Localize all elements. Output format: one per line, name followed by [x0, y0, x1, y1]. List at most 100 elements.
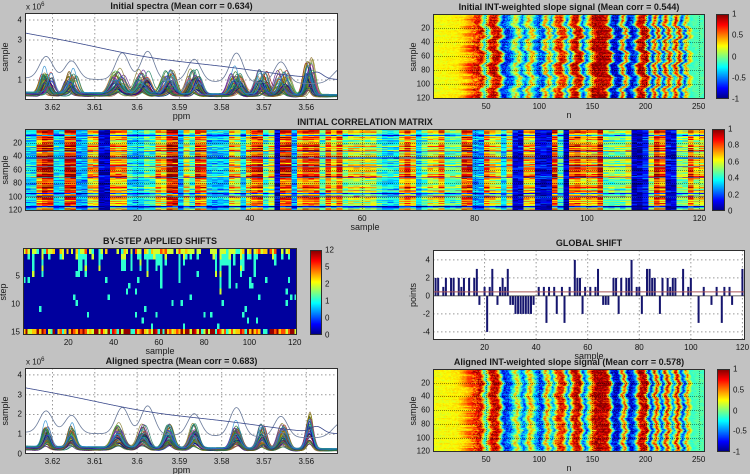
- y-tick-label: 4: [17, 15, 22, 25]
- x-tick-label: 100: [532, 455, 546, 464]
- y-tick-label: 15: [11, 327, 20, 337]
- y-tick-label: 80: [13, 178, 22, 188]
- x-tick-label: 40: [109, 338, 119, 347]
- x-tick-label: 3.6: [131, 457, 143, 466]
- x-tick-label: 3.62: [44, 457, 61, 466]
- colorbar-tick-label: 0: [732, 52, 737, 61]
- x-tick-label: 250: [691, 455, 706, 464]
- colorbar-tick-label: 0: [733, 406, 738, 415]
- y-tick-label: 20: [421, 23, 430, 33]
- global-shift-ylabel: points: [408, 282, 418, 308]
- aligned-slope-ylabel: sample: [408, 395, 418, 426]
- aligned-spectra-exponent: x 106: [26, 357, 44, 367]
- y-tick-label: 120: [8, 205, 22, 215]
- y-tick-label: 100: [416, 433, 430, 443]
- y-tick-label: 3: [17, 390, 22, 400]
- x-tick-label: 100: [242, 338, 257, 347]
- by-step-shifts-ylabel: step: [0, 282, 8, 301]
- x-tick-label: 80: [634, 343, 644, 352]
- y-tick-label: 1: [17, 429, 22, 439]
- y-tick-label: 60: [421, 405, 430, 415]
- initial-spectra-plot: [25, 13, 338, 100]
- initial-slope-title: Initial INT-weighted slope signal (Mean …: [458, 2, 680, 12]
- x-tick-label: 80: [199, 338, 209, 347]
- y-tick-label: 60: [13, 165, 22, 175]
- colorbar-tick-label: 0.5: [733, 385, 745, 395]
- colorbar-tick-label: -0.5: [732, 73, 746, 83]
- y-tick-label: 2: [17, 409, 22, 419]
- initial-slope-ylabel: sample: [408, 41, 418, 72]
- y-tick-label: 100: [8, 192, 22, 202]
- y-tick-label: 20: [421, 378, 430, 388]
- y-tick-label: 100: [416, 79, 430, 89]
- aligned-spectra-plot: [25, 368, 338, 454]
- y-tick-label: 2: [425, 273, 430, 283]
- y-tick-label: 40: [421, 37, 430, 47]
- x-tick-label: 3.57: [256, 103, 272, 112]
- aligned-spectra-ylabel: sample: [0, 396, 10, 426]
- colorbar-tick-label: 0: [325, 330, 330, 340]
- x-tick-label: 100: [580, 214, 594, 223]
- y-tick-label: 10: [11, 299, 20, 309]
- x-tick-label: 20: [480, 343, 490, 352]
- x-tick-label: 120: [735, 343, 750, 352]
- y-tick-label: 1: [17, 75, 22, 85]
- initial-correlation-matrix-heatmap: [25, 129, 705, 211]
- y-tick-label: 0: [425, 291, 430, 301]
- correlation-matrix-ylabel: sample: [0, 155, 10, 185]
- y-tick-label: 120: [416, 93, 430, 103]
- by-step-applied-shifts-heatmap: [23, 248, 297, 335]
- y-tick-label: -4: [422, 327, 430, 337]
- x-tick-label: 3.6: [131, 103, 143, 112]
- initial-spectra-title: Initial spectra (Mean corr = 0.634): [110, 1, 253, 11]
- y-tick-label: 3: [17, 35, 22, 45]
- by-step-shifts-title: BY-STEP APPLIED SHIFTS: [102, 236, 218, 246]
- exponent-base: x 10: [26, 357, 42, 367]
- aligned-spectra-xlabel: ppm: [172, 465, 191, 474]
- colorbar-tick-label: 1: [733, 364, 738, 374]
- x-tick-label: 3.58: [213, 457, 230, 466]
- colorbar-tick-label: 1: [728, 124, 733, 134]
- x-tick-label: 60: [357, 214, 367, 223]
- y-tick-label: 80: [421, 65, 430, 75]
- x-tick-label: 250: [691, 102, 706, 111]
- colorbar-tick-label: -1: [732, 94, 740, 104]
- y-tick-label: 0: [17, 449, 22, 459]
- aligned-spectra-title: Aligned spectra (Mean corr = 0.683): [105, 356, 258, 366]
- x-tick-label: 3.56: [298, 103, 315, 112]
- global-shift-bar-chart: [433, 250, 745, 340]
- x-tick-label: 80: [470, 214, 480, 223]
- colorbar-tick-label: 0.8: [728, 140, 740, 150]
- aligned-slope-signal-heatmap: [433, 369, 705, 452]
- aligned-slope-xlabel: n: [566, 463, 572, 473]
- initial-slope-xlabel: n: [566, 110, 572, 120]
- y-tick-label: 2: [17, 55, 22, 65]
- x-tick-label: 150: [585, 102, 600, 111]
- y-tick-label: 40: [13, 151, 22, 161]
- x-tick-label: 3.58: [213, 103, 230, 112]
- aligned-slope-title: Aligned INT-weighted slope signal (Mean …: [453, 357, 685, 367]
- exponent-power: 6: [41, 357, 45, 363]
- correlation-matrix-xlabel: sample: [350, 222, 380, 232]
- y-tick-label: 5: [15, 271, 20, 281]
- x-tick-label: 3.61: [86, 457, 103, 466]
- colorbar-tick-label: 1: [732, 9, 737, 19]
- x-tick-label: 40: [531, 343, 541, 352]
- y-tick-label: 4: [425, 255, 430, 265]
- initial-slope-colorbar: [716, 14, 729, 99]
- global-shift-xlabel: sample: [574, 351, 604, 361]
- x-tick-label: 100: [684, 343, 698, 352]
- initial-slope-signal-heatmap: [433, 14, 705, 99]
- colorbar-tick-label: 0.6: [728, 157, 740, 167]
- exponent-power: 6: [41, 2, 45, 8]
- x-tick-label: 50: [481, 455, 491, 464]
- by-step-shifts-xlabel: sample: [145, 346, 175, 356]
- x-tick-label: 40: [245, 214, 255, 223]
- x-tick-label: 3.62: [44, 103, 61, 112]
- correlation-matrix-colorbar: [712, 129, 725, 211]
- x-tick-label: 200: [638, 102, 653, 111]
- x-tick-label: 3.61: [86, 103, 103, 112]
- colorbar-tick-label: 0.5: [732, 30, 744, 40]
- initial-spectra-exponent: x 106: [26, 2, 44, 12]
